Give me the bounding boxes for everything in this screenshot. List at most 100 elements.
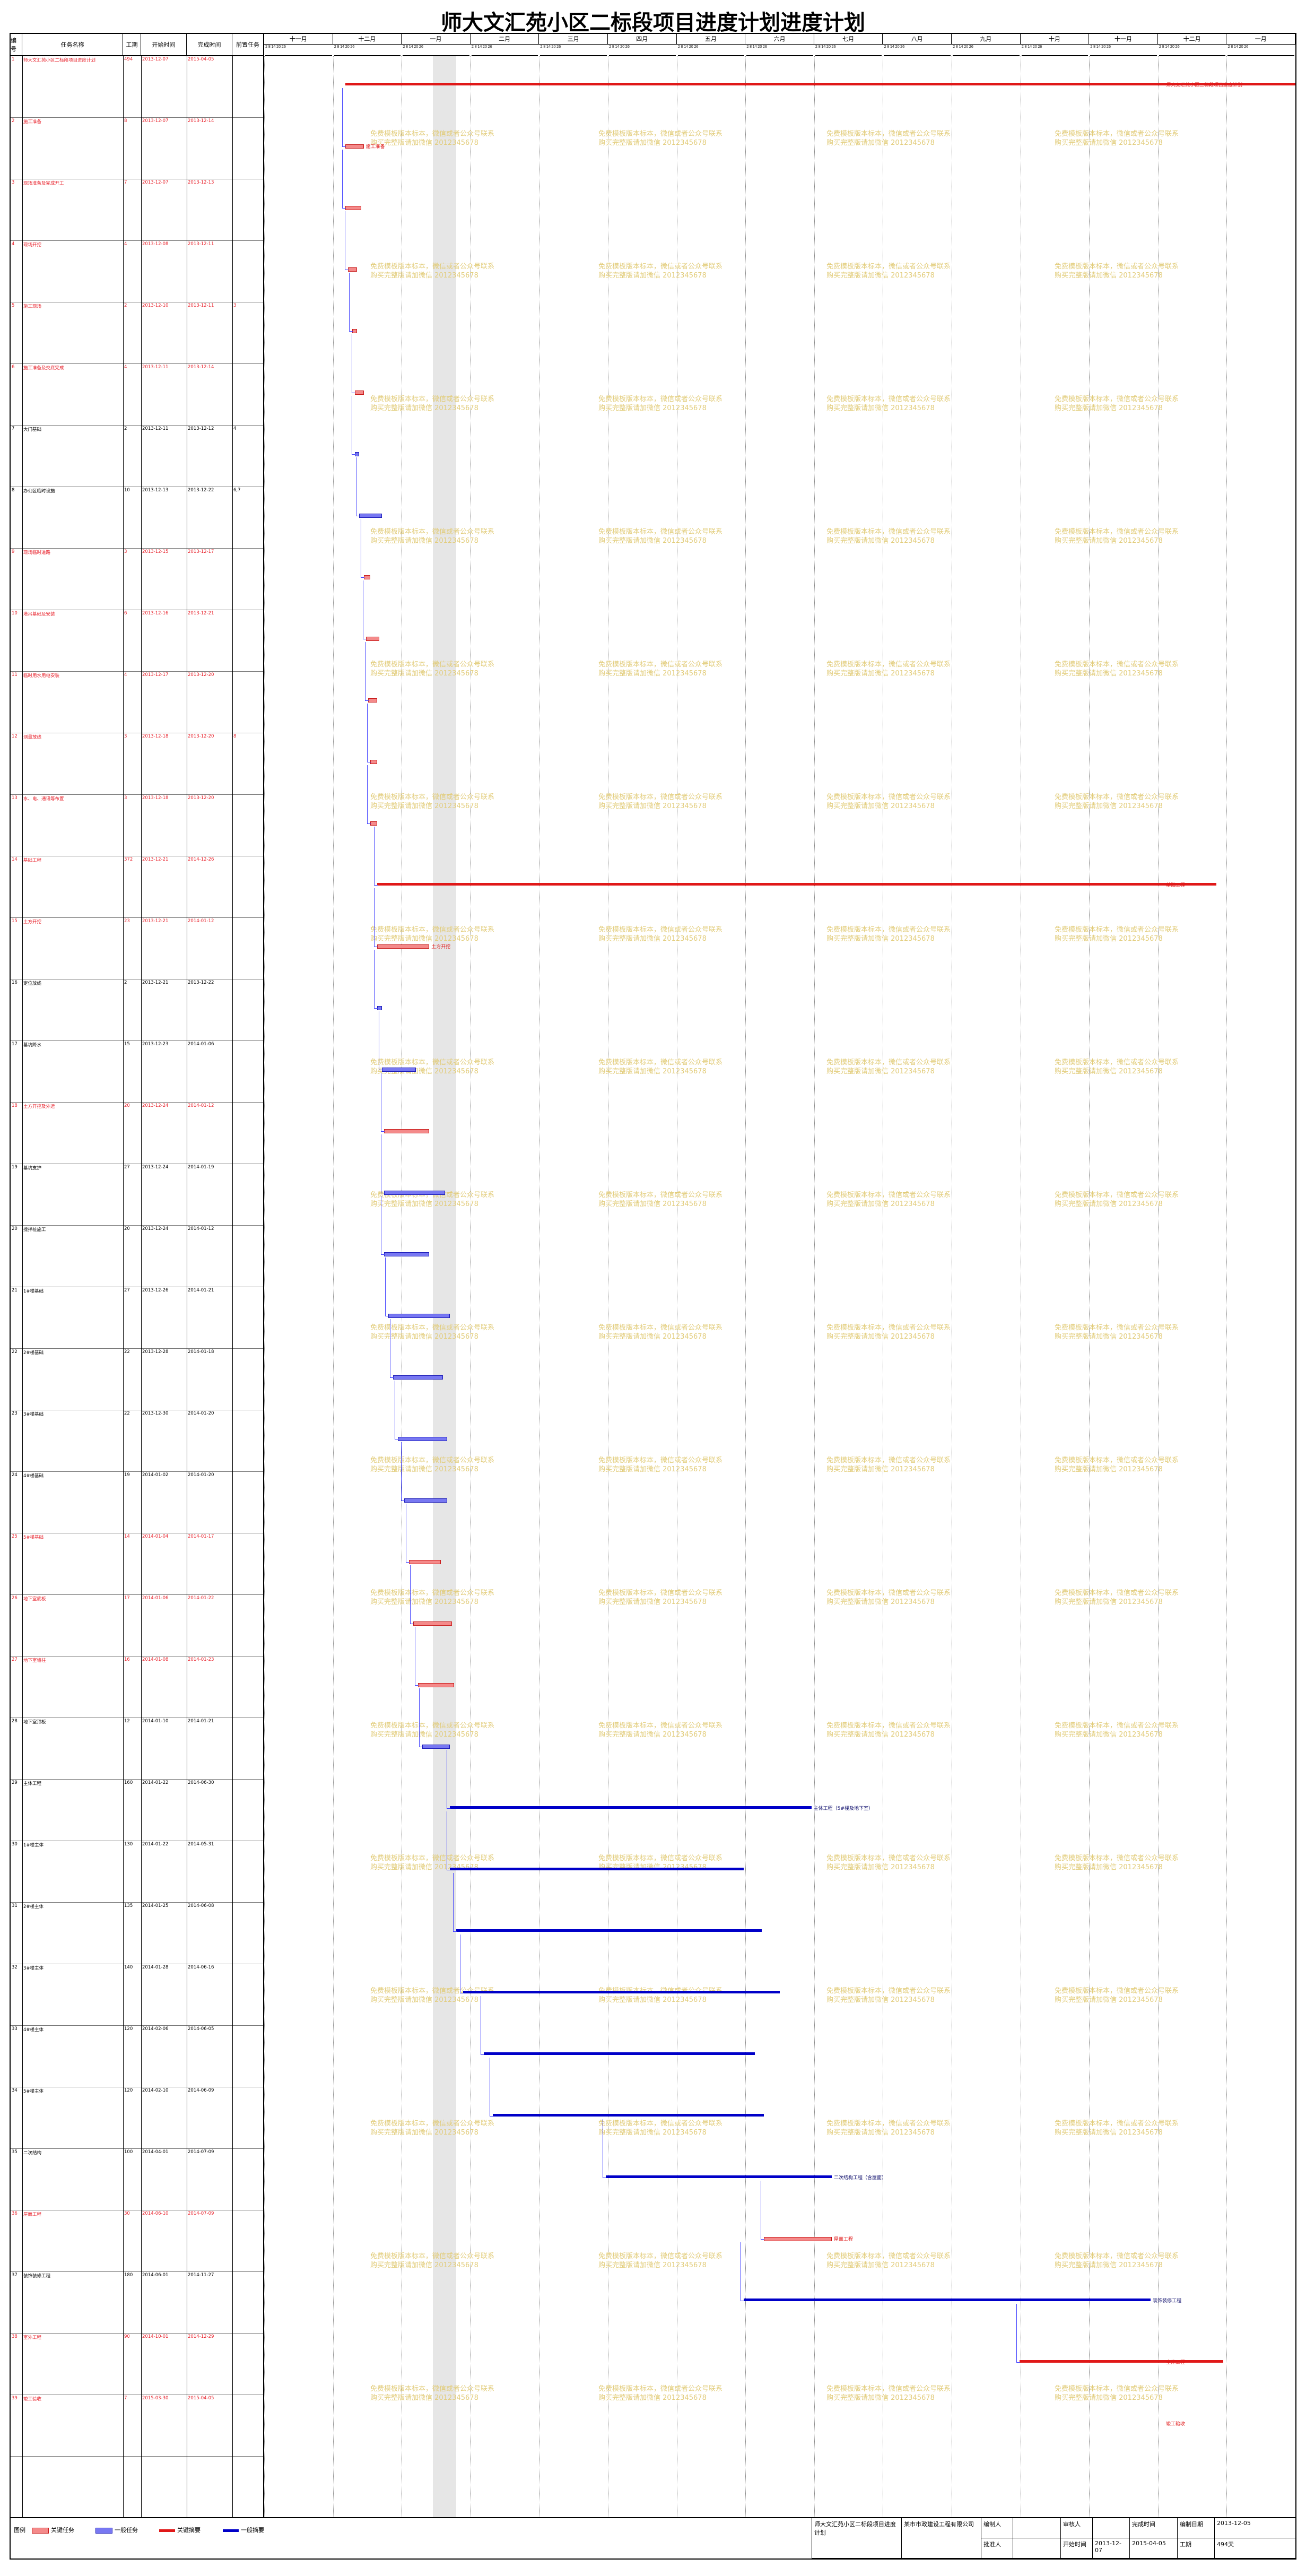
task-bar[interactable] <box>381 1068 416 1072</box>
task-row[interactable]: 10 塔吊基础及安装 6 2013-12-16 2013-12-21 <box>11 610 263 672</box>
task-bar[interactable] <box>413 1621 452 1626</box>
summary-bar[interactable] <box>449 1868 744 1870</box>
task-duration: 20 <box>124 1103 130 1108</box>
task-bar[interactable] <box>347 267 357 272</box>
task-bar[interactable] <box>377 1006 382 1010</box>
task-row[interactable]: 16 定位放线 2 2013-12-21 2013-12-22 <box>11 979 263 1041</box>
watermark-line-1: 免费模板版本标本，微信或者公众号联系 <box>826 793 951 801</box>
task-row[interactable]: 13 水、电、通讯等布置 3 2013-12-18 2013-12-20 <box>11 795 263 856</box>
task-row[interactable]: 30 1#楼主体 130 2014-01-22 2014-05-31 <box>11 1841 263 1903</box>
task-bar[interactable] <box>397 1437 448 1441</box>
month-cell: 十月 <box>1020 34 1090 45</box>
watermark-line-2: 购买完整版请加微信 2012345678 <box>826 1996 935 2004</box>
summary-bar[interactable] <box>463 1991 780 1993</box>
summary-bar[interactable] <box>456 1929 762 1932</box>
task-row[interactable]: 17 基坑降水 15 2013-12-23 2014-01-06 <box>11 1041 263 1103</box>
task-start: 2014-02-10 <box>142 2088 169 2093</box>
task-row[interactable]: 39 竣工验收 7 2015-03-30 2015-04-05 <box>11 2395 263 2457</box>
summary-bar[interactable] <box>483 2052 755 2055</box>
watermark-line-2: 购买完整版请加微信 2012345678 <box>826 1200 935 1208</box>
task-bar[interactable] <box>384 1191 446 1195</box>
summary-bar[interactable] <box>345 83 1295 85</box>
task-bar[interactable] <box>384 1129 430 1133</box>
task-row[interactable]: 9 现场临时道路 3 2013-12-15 2013-12-17 <box>11 549 263 610</box>
task-finish: 2015-04-05 <box>188 2396 214 2401</box>
watermark: 免费模板版本标本，微信或者公众号联系购买完整版请加微信 2012345678 <box>826 925 951 943</box>
task-bar[interactable] <box>368 698 378 702</box>
task-bar[interactable] <box>370 760 378 764</box>
task-row[interactable]: 38 室外工程 90 2014-10-01 2014-12-29 <box>11 2334 263 2395</box>
task-row[interactable]: 18 土方开挖及外运 20 2013-12-24 2014-01-12 <box>11 1103 263 1164</box>
day-ticks: 2 8 14 20 26 <box>403 45 469 56</box>
task-row[interactable]: 1 师大文汇苑小区二标段项目进度计划 494 2013-12-07 2015-04-05 <box>11 56 263 118</box>
task-id: 2 <box>12 118 15 124</box>
summary-bar[interactable] <box>1019 2360 1223 2363</box>
task-bar[interactable] <box>377 944 430 949</box>
task-bar[interactable] <box>352 329 357 333</box>
task-row[interactable]: 24 4#楼基础 19 2014-01-02 2014-01-20 <box>11 1472 263 1533</box>
task-bar[interactable] <box>365 637 380 641</box>
task-row[interactable]: 35 二次结构 100 2014-04-01 2014-07-09 <box>11 2149 263 2210</box>
task-bar[interactable] <box>354 452 360 456</box>
task-row[interactable]: 2 施工准备 8 2013-12-07 2013-12-14 <box>11 118 263 179</box>
col-header-duration[interactable]: 工期 <box>123 34 141 56</box>
task-row[interactable]: 26 地下室底板 17 2014-01-06 2014-01-22 <box>11 1595 263 1656</box>
task-row[interactable]: 11 临时用水用电安装 4 2013-12-17 2013-12-20 <box>11 672 263 733</box>
task-row[interactable]: 8 办公区临时设施 10 2013-12-13 2013-12-22 6,7 <box>11 487 263 549</box>
task-bar[interactable] <box>388 1314 450 1318</box>
col-header-start[interactable]: 开始时间 <box>141 34 187 56</box>
task-row[interactable]: 36 屋面工程 30 2014-06-10 2014-07-09 <box>11 2210 263 2272</box>
month-gridline <box>1089 56 1090 2517</box>
task-row[interactable]: 7 大门基础 2 2013-12-11 2013-12-12 4 <box>11 426 263 487</box>
task-row[interactable]: 14 基础工程 372 2013-12-21 2014-12-26 <box>11 856 263 918</box>
summary-bar[interactable] <box>449 1806 812 1809</box>
task-row[interactable]: 22 2#楼基础 22 2013-12-28 2014-01-18 <box>11 1349 263 1410</box>
task-bar[interactable] <box>345 144 364 149</box>
task-row[interactable]: 27 地下室墙柱 16 2014-01-08 2014-01-23 <box>11 1656 263 1718</box>
task-bar[interactable] <box>417 1683 455 1687</box>
task-row[interactable]: 4 现场开挖 4 2013-12-08 2013-12-11 <box>11 241 263 302</box>
task-bar[interactable] <box>370 821 378 826</box>
task-row[interactable]: 31 2#楼主体 135 2014-01-25 2014-06-08 <box>11 1903 263 1964</box>
task-bar[interactable] <box>764 2237 832 2241</box>
col-header-task[interactable]: 任务名称 <box>22 34 123 56</box>
task-bar[interactable] <box>345 206 362 210</box>
col-header-predecessor[interactable]: 前置任务 <box>232 34 263 56</box>
task-bar[interactable] <box>404 1498 448 1503</box>
task-bar[interactable] <box>359 514 382 518</box>
task-name: 临时用水用电安装 <box>23 673 60 679</box>
task-row[interactable]: 6 施工准备及交底完成 4 2013-12-11 2013-12-14 <box>11 364 263 426</box>
col-header-finish[interactable]: 完成时间 <box>187 34 232 56</box>
dependency-link <box>351 396 355 455</box>
task-row[interactable]: 28 地下室顶板 12 2014-01-10 2014-01-21 <box>11 1718 263 1780</box>
task-row[interactable]: 34 5#楼主体 120 2014-02-10 2014-06-09 <box>11 2087 263 2149</box>
task-row[interactable]: 23 3#楼基础 22 2013-12-30 2014-01-20 <box>11 1410 263 1472</box>
task-row[interactable]: 3 现场准备及完成开工 7 2013-12-07 2013-12-13 <box>11 179 263 241</box>
task-predecessor: 4 <box>233 426 237 431</box>
task-id: 39 <box>12 2396 18 2401</box>
task-bar[interactable] <box>408 1560 441 1564</box>
task-bar[interactable] <box>354 391 364 395</box>
task-bar[interactable] <box>393 1375 443 1380</box>
watermark-line-2: 购买完整版请加微信 2012345678 <box>1055 272 1163 280</box>
watermark-line-2: 购买完整版请加微信 2012345678 <box>370 935 478 943</box>
task-row[interactable]: 19 基坑支护 27 2013-12-24 2014-01-19 <box>11 1164 263 1226</box>
task-row[interactable]: 29 主体工程 160 2014-01-22 2014-06-30 <box>11 1780 263 1841</box>
summary-bar[interactable] <box>605 2175 832 2178</box>
task-row[interactable]: 33 4#楼主体 120 2014-02-06 2014-06-05 <box>11 2026 263 2087</box>
col-header-id[interactable]: 编号 <box>11 34 22 56</box>
task-row[interactable]: 15 土方开挖 23 2013-12-21 2014-01-12 <box>11 918 263 979</box>
summary-bar[interactable] <box>492 2114 764 2117</box>
task-row[interactable]: 21 1#楼基础 27 2013-12-26 2014-01-21 <box>11 1287 263 1349</box>
task-row[interactable]: 20 搅拌桩施工 20 2013-12-24 2014-01-12 <box>11 1226 263 1287</box>
task-row[interactable]: 12 测量放线 3 2013-12-18 2013-12-20 8 <box>11 733 263 795</box>
task-row[interactable]: 37 装饰装修工程 180 2014-06-01 2014-11-27 <box>11 2272 263 2334</box>
summary-bar[interactable] <box>377 883 1216 886</box>
summary-bar[interactable] <box>743 2299 1151 2301</box>
task-row[interactable]: 5 施工现场 2 2013-12-10 2013-12-11 3 <box>11 302 263 364</box>
task-row[interactable]: 32 3#楼主体 140 2014-01-28 2014-06-16 <box>11 1964 263 2026</box>
task-bar[interactable] <box>384 1252 430 1256</box>
task-bar[interactable] <box>422 1745 450 1749</box>
task-bar[interactable] <box>363 575 371 579</box>
task-row[interactable]: 25 5#楼基础 14 2014-01-04 2014-01-17 <box>11 1533 263 1595</box>
